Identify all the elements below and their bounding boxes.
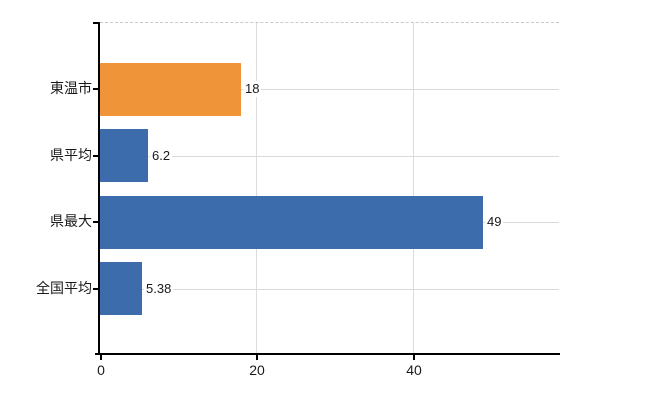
category-label: 県平均	[50, 147, 92, 163]
x-axis-line	[95, 353, 560, 355]
x-axis-tick	[100, 355, 102, 360]
bar-value-label: 49	[485, 214, 504, 230]
bar	[100, 129, 148, 182]
x-axis-tick	[256, 355, 258, 360]
bar-value-label: 6.2	[150, 148, 173, 164]
x-tick-label: 40	[406, 362, 422, 378]
bar	[100, 63, 241, 116]
category-label: 全国平均	[36, 280, 92, 296]
vertical-gridline	[413, 23, 414, 355]
plot-area: 18 6.2 49 5.38	[100, 22, 559, 355]
y-axis-tick	[93, 88, 99, 90]
category-label: 県最大	[50, 213, 92, 229]
horizontal-gridline	[100, 156, 559, 157]
bar	[100, 262, 142, 315]
y-axis-tick	[93, 288, 99, 290]
x-tick-label: 0	[97, 362, 105, 378]
y-axis-tick	[93, 155, 99, 157]
horizontal-gridline	[100, 289, 559, 290]
y-axis-line	[98, 22, 100, 354]
bar-value-label: 18	[243, 81, 262, 97]
horizontal-gridline	[100, 89, 559, 90]
bar-value-label: 5.38	[144, 281, 174, 297]
y-axis-tick	[93, 221, 99, 223]
x-tick-label: 20	[249, 362, 265, 378]
x-axis-tick	[413, 355, 415, 360]
vertical-gridline	[256, 23, 257, 355]
category-label: 東温市	[50, 80, 92, 96]
y-axis-top-tick	[93, 22, 99, 24]
bar	[100, 196, 483, 249]
